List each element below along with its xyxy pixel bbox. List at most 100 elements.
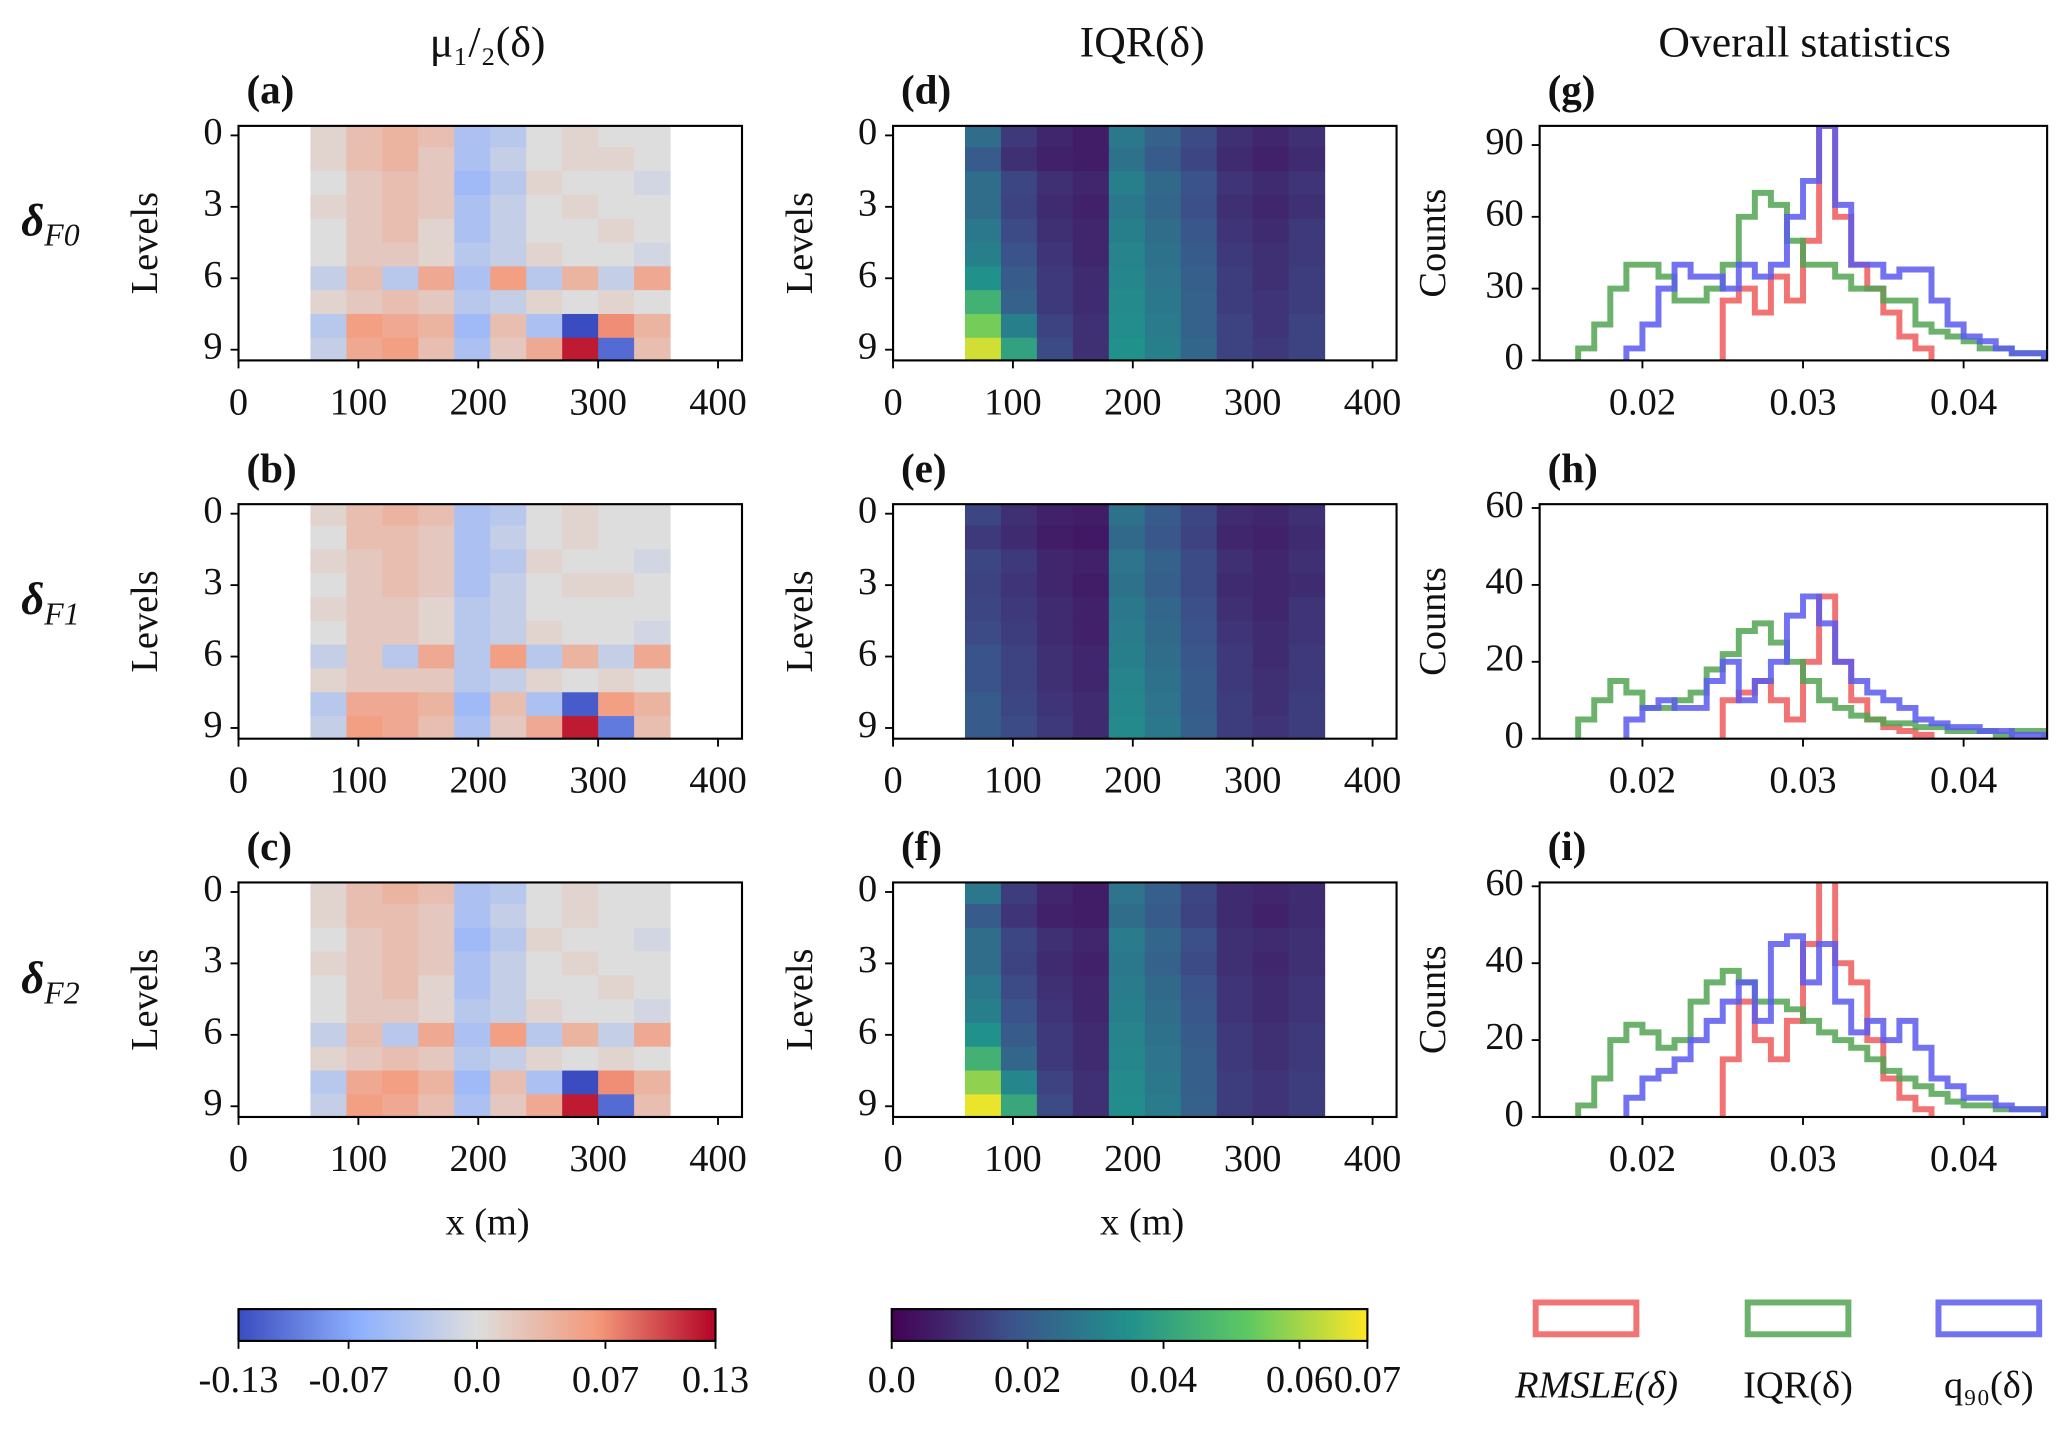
heat-cell [964,927,1002,953]
heat-cell [1216,1022,1254,1048]
heat-cell [346,313,383,339]
heat-cell [1108,975,1146,1000]
heat-cell [382,951,419,976]
y-tick-label: 3 [858,561,877,603]
heat-cell [382,620,419,646]
y-tick-label: 60 [1485,862,1523,904]
heat-cell [1072,644,1110,669]
heat-cell [1144,620,1182,646]
heat-cell [598,1022,635,1048]
heat-cell [634,620,671,646]
heat-cell [1216,194,1254,220]
heat-cell [634,266,671,291]
heat-cell [526,668,563,693]
heat-cell [526,927,563,953]
y-tick-label: 0 [1505,715,1524,757]
heat-cell [598,597,635,622]
heat-cell [598,975,635,1000]
x-tick-label: 200 [449,381,507,423]
axes-frame [1538,503,2049,740]
x-tick-label: 400 [1344,760,1402,802]
x-tick-label: 0.03 [1769,760,1836,802]
heat-cell [1216,504,1254,527]
heat-cell [346,218,383,244]
heat-cell [634,951,671,976]
heat-cell [598,242,635,267]
y-tick-label: 6 [858,1011,877,1053]
x-tick-label: 400 [689,760,747,802]
heat-cell [454,525,491,550]
x-tick-label: 100 [984,1138,1042,1180]
heat-cell [562,882,599,905]
heat-cell [454,573,491,598]
y-tick-label: 20 [1485,1016,1523,1058]
y-tick-label: 40 [1485,939,1523,981]
heat-cell [1072,975,1110,1000]
heat-cell [346,525,383,550]
heat-cell [1072,218,1110,244]
heat-cell [1072,573,1110,598]
heat-cell [562,147,599,172]
heat-cell [1108,504,1146,527]
heat-cell [1000,125,1038,148]
heat-cell [418,573,455,598]
heat-cell [964,266,1002,291]
heat-cell [526,194,563,220]
heat-cell [418,1046,455,1072]
heat-cell [526,644,563,669]
histogram-step [1623,593,2047,739]
heat-cell [490,903,527,929]
heat-cell [1036,313,1074,339]
heat-cell [1216,313,1254,339]
legend-label: RMSLE(δ) [1514,1364,1678,1406]
panel-label: (f) [901,823,942,869]
heat-cell [1288,171,1326,196]
heat-cell [964,549,1002,574]
row-symbol: δ [21,575,44,625]
heat-cell [1144,549,1182,574]
heat-cell [562,927,599,953]
plot-area [1575,593,2047,739]
heat-cell [310,337,347,361]
heat-cell [1288,620,1326,646]
x-tick-label: 0 [229,1138,248,1180]
heat-cell [382,1046,419,1072]
heat-cell [634,242,671,267]
heat-cell [418,242,455,267]
heat-cell [1000,290,1038,315]
heat-cell [454,1070,491,1095]
heat-cell [1000,999,1038,1024]
heat-cell [346,999,383,1024]
heat-cell [634,504,671,527]
heat-cell [382,975,419,1000]
heat-cell [490,1022,527,1048]
heat-cell [454,218,491,244]
panel: 0.02 0.03 0.04 0 20 40 60 (i) Counts [1412,823,2049,1180]
plot-area [310,882,671,1117]
heat-cell [490,549,527,574]
row-label: δF2 [21,954,80,1011]
heat-cell [346,668,383,693]
x-tick-label: 300 [1224,1138,1282,1180]
panel-label: (a) [246,67,294,113]
heat-cell [1144,975,1182,1000]
heat-cell [562,951,599,976]
heat-cell [598,125,635,148]
heat-cell [598,171,635,196]
heat-cell [562,549,599,574]
heat-cell [1288,927,1326,953]
heat-cell [1288,999,1326,1024]
heat-cell [310,313,347,339]
row-symbol: δ [21,954,44,1004]
y-axis-label: Levels [779,192,821,294]
heat-cell [1180,951,1218,976]
heat-cell [346,125,383,148]
heat-cell [1000,1046,1038,1072]
heat-cell [1108,125,1146,148]
heat-cell [490,194,527,220]
heat-cell [526,525,563,550]
heat-cell [1036,147,1074,172]
heat-cell [526,549,563,574]
heat-cell [1144,313,1182,339]
heat-cell [1180,1094,1218,1117]
